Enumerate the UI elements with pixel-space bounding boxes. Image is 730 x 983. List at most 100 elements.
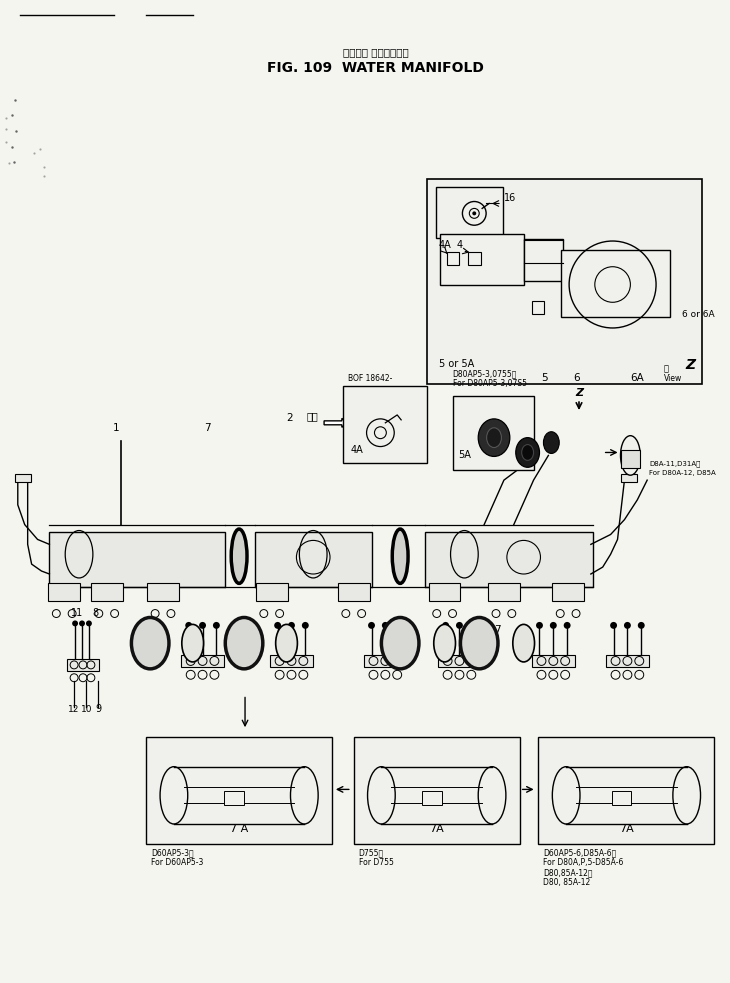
Text: 6A: 6A: [631, 374, 644, 383]
Bar: [15, 474, 31, 482]
Circle shape: [638, 622, 645, 629]
Circle shape: [301, 622, 309, 629]
Ellipse shape: [478, 419, 510, 456]
Bar: [488, 583, 520, 601]
Text: Z: Z: [575, 388, 583, 398]
Text: 7: 7: [204, 423, 211, 433]
Text: D80, 85A-12: D80, 85A-12: [543, 878, 591, 888]
Bar: [425, 532, 593, 587]
Text: 12: 12: [69, 706, 80, 715]
Text: 7: 7: [494, 625, 501, 635]
Bar: [523, 239, 564, 280]
Text: D80,85A-12用: D80,85A-12用: [543, 868, 593, 878]
Bar: [531, 655, 575, 666]
Circle shape: [550, 622, 557, 629]
Circle shape: [564, 622, 571, 629]
Text: For D80A,P,5-D85A-6: For D80A,P,5-D85A-6: [543, 858, 624, 867]
Text: 1: 1: [113, 423, 120, 433]
Text: Z: Z: [685, 359, 696, 373]
Text: 4A: 4A: [439, 240, 451, 250]
Text: 5: 5: [542, 374, 548, 383]
Text: 7A: 7A: [619, 824, 634, 834]
Text: 16: 16: [504, 193, 516, 202]
Bar: [621, 474, 637, 482]
Text: 6 or 6A: 6 or 6A: [682, 310, 715, 319]
Bar: [255, 532, 372, 587]
Bar: [354, 737, 520, 843]
Circle shape: [442, 622, 449, 629]
Text: D60AP5-6,D85A-6用: D60AP5-6,D85A-6用: [543, 848, 617, 857]
Text: 4A: 4A: [350, 445, 364, 455]
Circle shape: [72, 620, 78, 626]
Text: 7 A: 7 A: [230, 824, 248, 834]
Bar: [422, 791, 442, 805]
Bar: [48, 583, 80, 601]
Bar: [91, 583, 123, 601]
Bar: [270, 655, 313, 666]
Circle shape: [199, 622, 206, 629]
Bar: [606, 655, 649, 666]
Bar: [553, 583, 584, 601]
Bar: [67, 659, 99, 670]
Ellipse shape: [461, 617, 498, 668]
Text: 2: 2: [287, 413, 293, 423]
Ellipse shape: [512, 624, 534, 662]
Text: 9: 9: [96, 705, 102, 715]
Text: 4A: 4A: [492, 413, 505, 423]
Circle shape: [79, 620, 85, 626]
Circle shape: [288, 622, 295, 629]
Circle shape: [624, 622, 631, 629]
Text: 5 or 5A: 5 or 5A: [439, 359, 474, 369]
Text: D80AP5-3,0755用: D80AP5-3,0755用: [453, 370, 517, 378]
Bar: [256, 583, 288, 601]
Circle shape: [382, 622, 389, 629]
Text: 8: 8: [92, 607, 98, 617]
Ellipse shape: [381, 617, 419, 668]
Ellipse shape: [543, 432, 559, 453]
Bar: [147, 583, 179, 601]
Text: 5A: 5A: [458, 450, 472, 460]
Bar: [224, 791, 244, 805]
Circle shape: [213, 622, 220, 629]
Bar: [612, 791, 631, 805]
Bar: [439, 234, 523, 285]
Bar: [438, 655, 481, 666]
Bar: [146, 737, 332, 843]
Circle shape: [536, 622, 543, 629]
Circle shape: [185, 622, 192, 629]
Ellipse shape: [487, 428, 502, 447]
Circle shape: [610, 622, 617, 629]
Text: 4: 4: [456, 240, 463, 250]
Text: 7A: 7A: [429, 824, 444, 834]
Text: View: View: [664, 375, 683, 383]
Bar: [447, 252, 459, 264]
Ellipse shape: [231, 529, 247, 583]
Circle shape: [368, 622, 375, 629]
Bar: [539, 737, 715, 843]
Ellipse shape: [226, 617, 263, 668]
Text: For D60AP5-3: For D60AP5-3: [151, 858, 204, 867]
Ellipse shape: [522, 444, 534, 460]
Bar: [343, 386, 427, 463]
Text: 11: 11: [71, 607, 83, 617]
Circle shape: [396, 622, 403, 629]
Text: For D80AP5-3,07S5: For D80AP5-3,07S5: [453, 379, 526, 388]
Bar: [436, 187, 503, 238]
Circle shape: [456, 622, 463, 629]
Text: 3: 3: [462, 425, 469, 434]
Ellipse shape: [620, 435, 640, 475]
Ellipse shape: [131, 617, 169, 668]
Ellipse shape: [434, 624, 456, 662]
Bar: [50, 532, 226, 587]
Text: For D80A-12, D85A: For D80A-12, D85A: [649, 470, 716, 476]
Bar: [181, 655, 224, 666]
Text: D60AP5-3用: D60AP5-3用: [151, 848, 193, 857]
Bar: [620, 450, 640, 468]
Ellipse shape: [516, 437, 539, 467]
Ellipse shape: [276, 624, 297, 662]
Text: 6: 6: [573, 374, 580, 383]
Bar: [338, 583, 369, 601]
Text: D8A-11,D31A用: D8A-11,D31A用: [649, 460, 701, 467]
Text: 参矢: 参矢: [307, 411, 318, 421]
Text: 矢: 矢: [664, 365, 669, 374]
